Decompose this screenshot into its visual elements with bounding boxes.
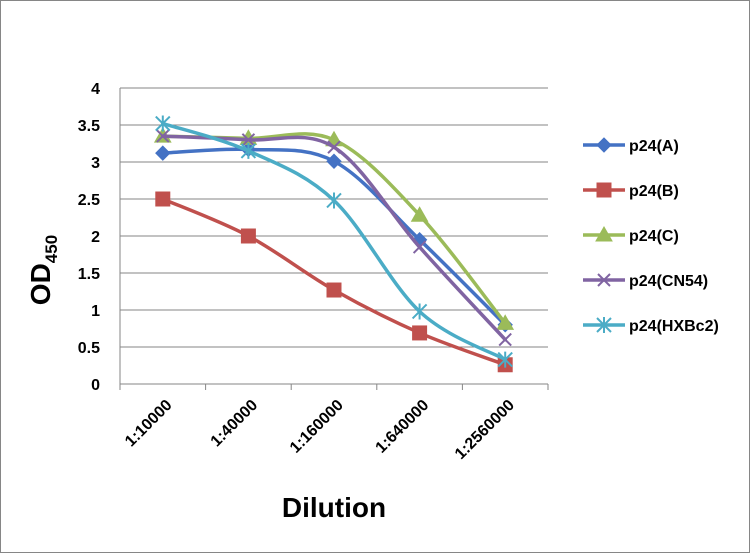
legend-marker bbox=[597, 273, 611, 287]
data-point bbox=[496, 314, 515, 330]
data-point bbox=[326, 192, 342, 209]
series-line bbox=[161, 134, 507, 342]
y-tick-label: 0.5 bbox=[78, 340, 100, 357]
legend-marker bbox=[596, 317, 612, 333]
legend: p24(A) p24(B) p24(C) p24(CN54) p24(HXBc2) bbox=[583, 137, 719, 335]
data-point bbox=[412, 325, 428, 341]
series-line bbox=[161, 197, 507, 367]
y-tick-label: 1 bbox=[91, 303, 100, 320]
series-p24-b- bbox=[155, 191, 513, 373]
series-line bbox=[161, 147, 507, 327]
data-point bbox=[412, 240, 427, 254]
data-point bbox=[240, 228, 256, 244]
legend-label: p24(HXBc2) bbox=[629, 318, 719, 335]
legend-item: p24(HXBc2) bbox=[583, 317, 719, 335]
legend-marker bbox=[595, 225, 613, 242]
legend-item: p24(CN54) bbox=[583, 273, 708, 290]
axes bbox=[119, 88, 549, 390]
x-tick-label: 1:160000 bbox=[287, 397, 347, 457]
y-axis-title-sub: 450 bbox=[42, 235, 61, 263]
series-p24-hxbc2- bbox=[155, 115, 513, 368]
data-point bbox=[326, 153, 342, 169]
x-tick-label: 1:10000 bbox=[122, 397, 176, 451]
series-lines bbox=[153, 115, 515, 373]
data-point bbox=[156, 129, 170, 143]
y-axis-title-main: OD bbox=[25, 263, 56, 305]
x-tick-label: 1:2560000 bbox=[452, 397, 518, 463]
legend-item: p24(B) bbox=[583, 182, 679, 200]
y-tick-label: 0 bbox=[91, 377, 100, 394]
legend-label: p24(CN54) bbox=[629, 273, 708, 290]
series-p24-cn54- bbox=[156, 129, 512, 347]
data-point bbox=[241, 133, 256, 147]
legend-item: p24(C) bbox=[583, 225, 679, 245]
y-tick-label: 3.5 bbox=[78, 118, 100, 135]
data-point bbox=[410, 206, 429, 222]
y-tick-label: 2.5 bbox=[78, 192, 100, 209]
y-tick-labels: 0 0.5 1 1.5 2 2.5 3 3.5 4 bbox=[78, 81, 100, 394]
data-point bbox=[155, 145, 171, 161]
gridlines bbox=[120, 87, 548, 348]
data-point bbox=[498, 332, 512, 347]
data-point bbox=[326, 282, 342, 298]
y-tick-label: 1.5 bbox=[78, 266, 100, 283]
legend-label: p24(B) bbox=[629, 183, 679, 200]
x-tick-labels: 1:10000 1:40000 1:160000 1:640000 1:2560000 bbox=[122, 397, 518, 463]
data-point bbox=[327, 140, 341, 154]
x-tick-label: 1:640000 bbox=[373, 397, 433, 457]
y-axis-title: OD450 bbox=[25, 235, 61, 305]
legend-marker bbox=[596, 182, 612, 198]
x-tick-label: 1:40000 bbox=[208, 397, 262, 451]
y-tick-label: 2 bbox=[91, 229, 100, 246]
data-point bbox=[497, 351, 513, 368]
data-point bbox=[155, 115, 171, 132]
data-point bbox=[155, 191, 171, 207]
data-point bbox=[240, 142, 257, 159]
legend-item: p24(A) bbox=[583, 137, 679, 155]
legend-label: p24(C) bbox=[629, 228, 679, 245]
legend-label: p24(A) bbox=[629, 138, 679, 155]
legend-marker bbox=[596, 137, 612, 153]
y-tick-label: 4 bbox=[91, 81, 100, 98]
x-axis-title: Dilution bbox=[282, 492, 386, 523]
series-p24-a- bbox=[155, 141, 513, 333]
y-tick-label: 3 bbox=[91, 155, 100, 172]
data-point bbox=[411, 303, 428, 320]
